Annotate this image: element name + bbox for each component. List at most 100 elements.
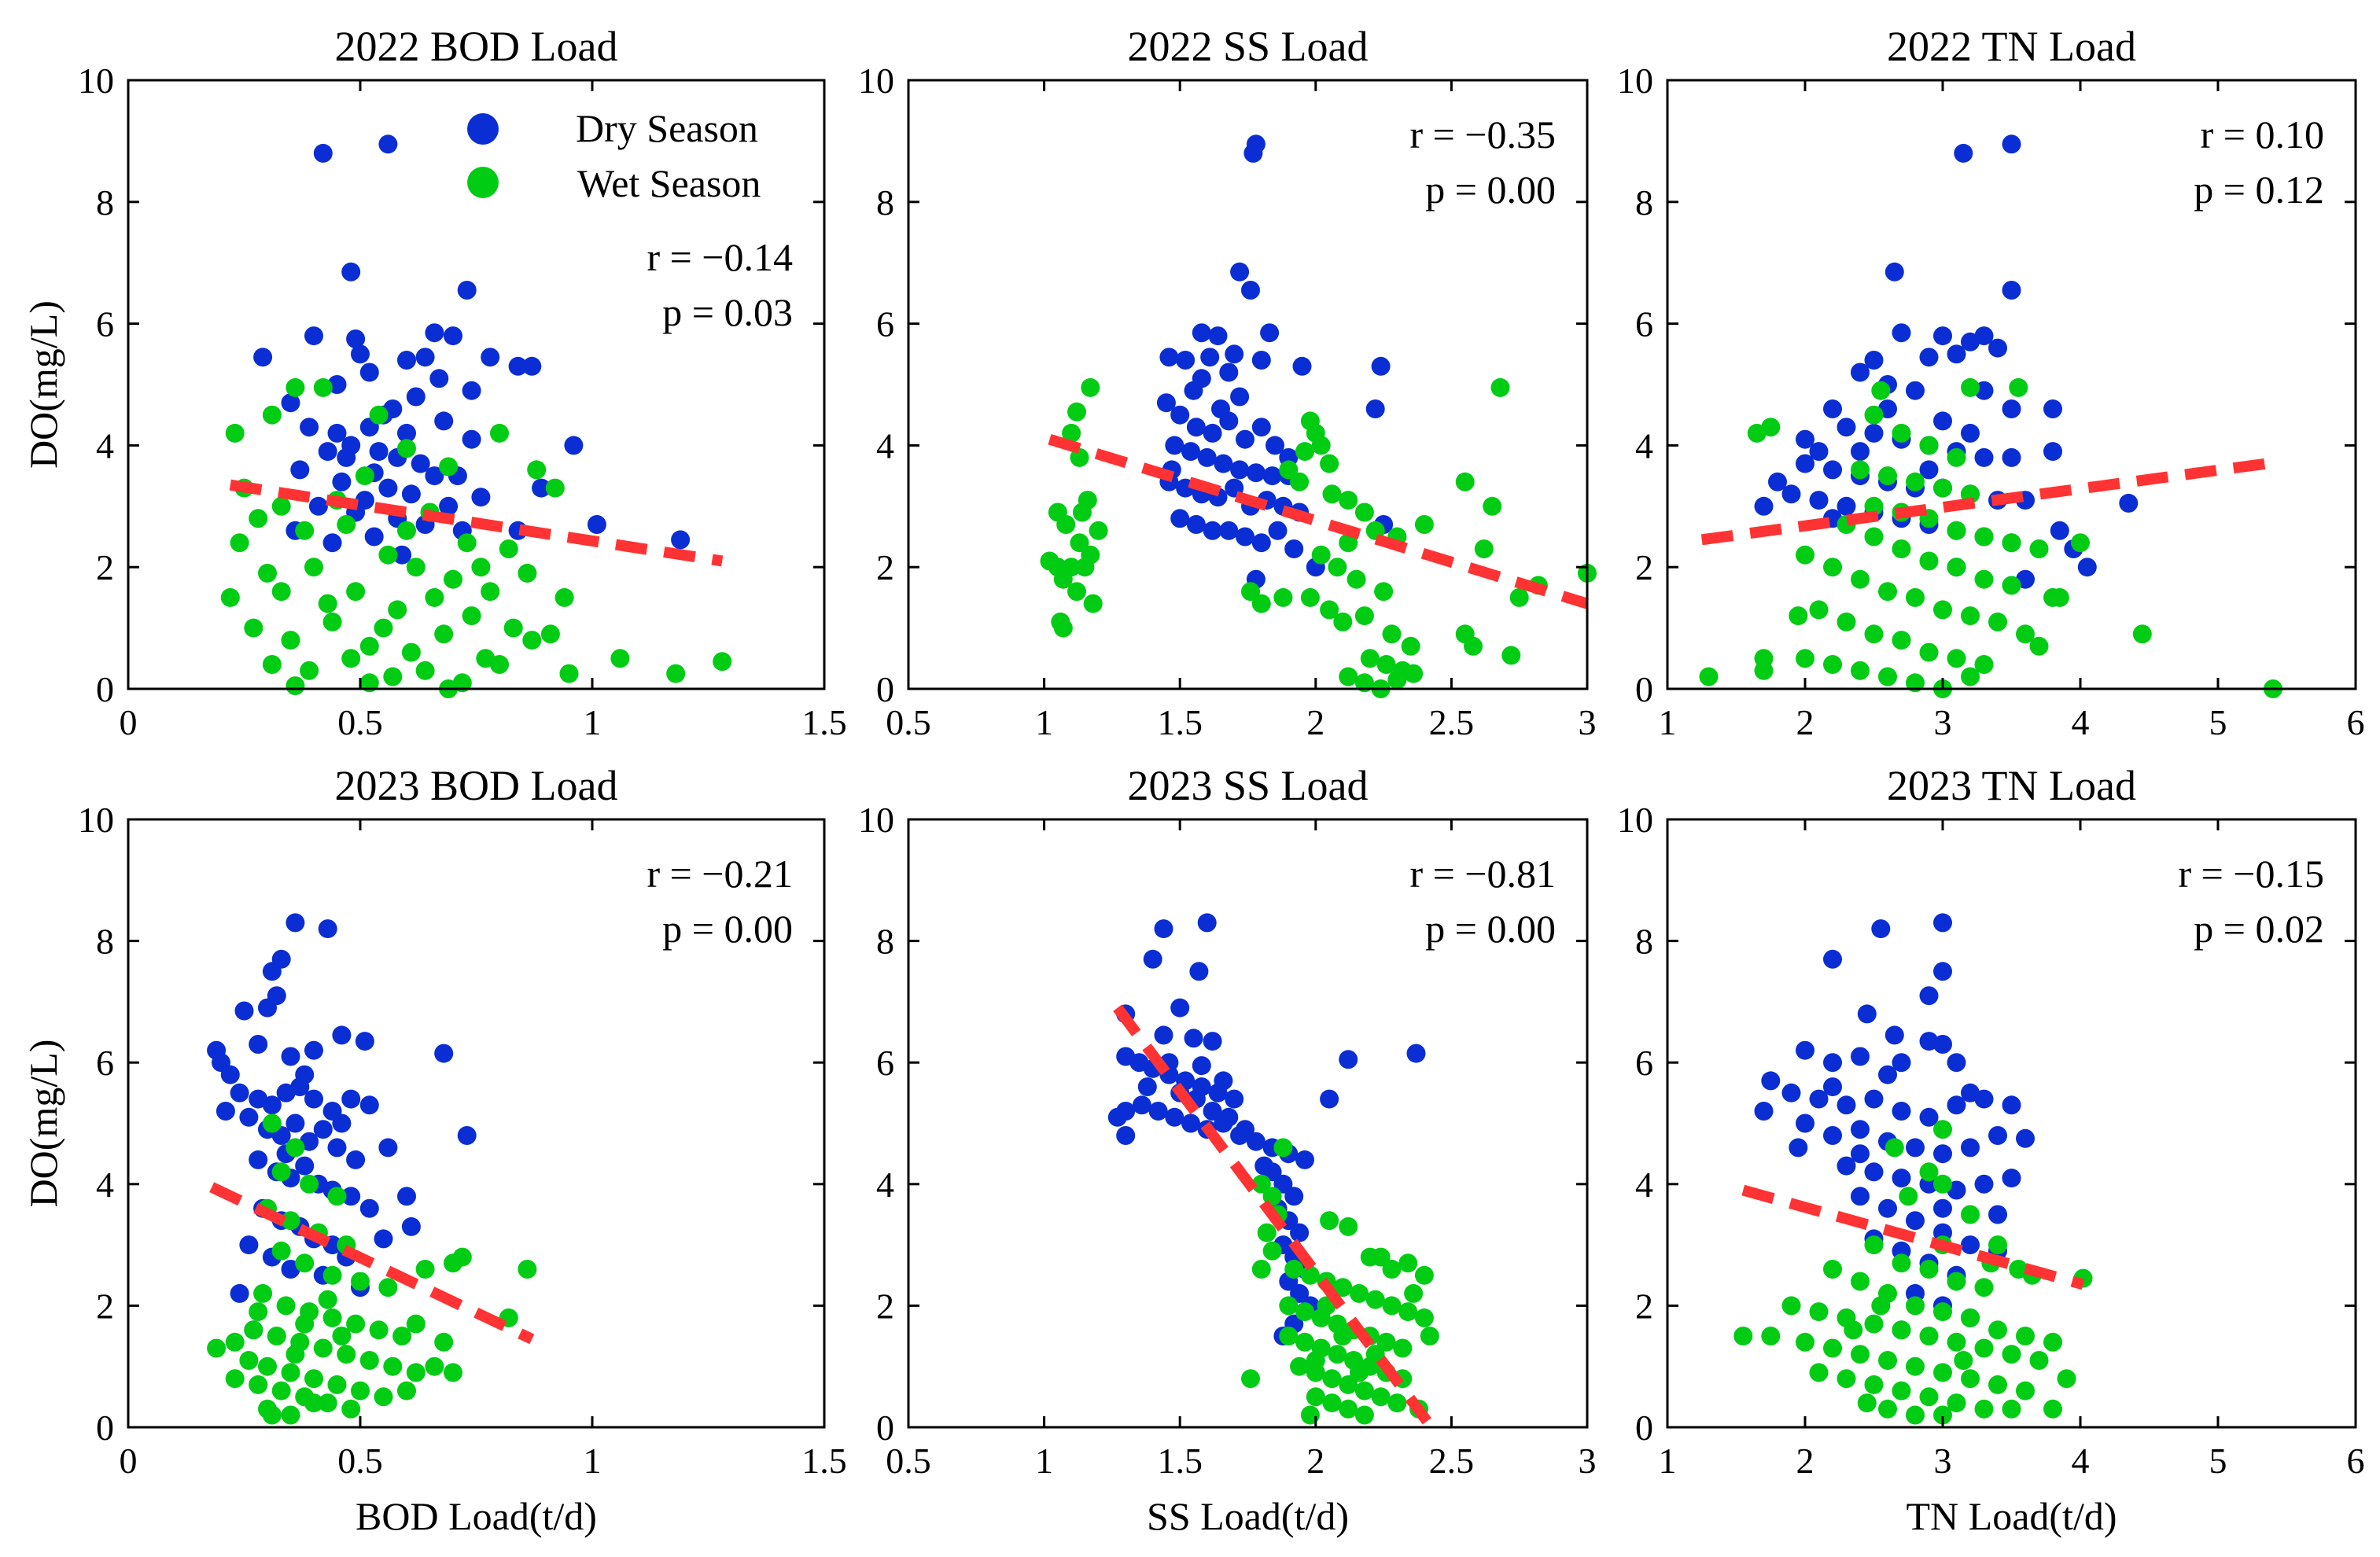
dry-season-point bbox=[239, 1235, 259, 1255]
wet-season-point bbox=[1851, 569, 1870, 589]
dry-season-point bbox=[425, 323, 444, 343]
dry-season-point bbox=[671, 530, 691, 550]
dry-season-point bbox=[1170, 998, 1190, 1018]
wet-season-point bbox=[2029, 636, 2049, 656]
dry-season-point bbox=[1892, 1169, 1911, 1188]
wet-season-point bbox=[1864, 496, 1884, 516]
dry-season-point bbox=[1159, 348, 1179, 367]
dry-season-point bbox=[1961, 332, 1980, 352]
dry-season-point bbox=[220, 1065, 240, 1084]
dry-season-point bbox=[1200, 348, 1220, 367]
wet-season-point bbox=[1333, 1327, 1353, 1345]
wet-season-point bbox=[1761, 418, 1781, 437]
wet-season-point bbox=[2057, 1369, 2076, 1389]
wet-season-point bbox=[1892, 1253, 1911, 1273]
wet-season-point bbox=[271, 1162, 291, 1182]
wet-season-point bbox=[220, 587, 240, 607]
dry-season-point bbox=[1236, 527, 1254, 547]
x-tick-label: 2 bbox=[1306, 702, 1324, 742]
wet-season-point bbox=[271, 582, 291, 602]
wet-season-point bbox=[1350, 1363, 1369, 1382]
dry-season-point bbox=[1165, 1107, 1184, 1127]
wet-season-point bbox=[1954, 1351, 1973, 1370]
dry-season-point bbox=[1143, 949, 1162, 969]
y-tick-label: 2 bbox=[876, 547, 894, 587]
x-axis-label: TN Load(t/d) bbox=[1907, 1494, 2117, 1538]
dry-season-point bbox=[1154, 919, 1173, 939]
wet-season-point bbox=[1933, 478, 1952, 498]
y-tick-label: 8 bbox=[1635, 182, 1653, 223]
wet-season-point bbox=[332, 1327, 352, 1345]
wet-season-point bbox=[444, 569, 462, 589]
dry-season-point bbox=[1947, 1053, 1966, 1073]
dry-season-point bbox=[1137, 1077, 1157, 1097]
wet-season-point bbox=[1919, 642, 1939, 662]
wet-season-point bbox=[559, 664, 579, 683]
wet-season-point bbox=[1851, 460, 1870, 480]
wet-season-point bbox=[1947, 1272, 1966, 1291]
wet-season-point bbox=[1414, 515, 1434, 534]
x-tick-label: 3 bbox=[1579, 702, 1597, 742]
chart-panel-6: 1 2 3 4 5 6 0 2 4 6 8 10 2023 TN Load TN Load(t/d) r =… bbox=[1617, 762, 2365, 1538]
dry-season-point bbox=[1284, 539, 1304, 558]
wet-season-point bbox=[1339, 667, 1358, 686]
wet-season-point bbox=[415, 1260, 435, 1279]
wet-season-point bbox=[1871, 381, 1891, 400]
dry-season-point bbox=[1961, 1235, 1980, 1255]
dry-season-point bbox=[1284, 1187, 1304, 1206]
wet-season-point bbox=[295, 521, 315, 540]
wet-season-point bbox=[271, 1241, 291, 1261]
dry-season-point bbox=[457, 1126, 477, 1145]
wet-season-point bbox=[1823, 655, 1842, 674]
dry-season-point bbox=[346, 329, 366, 348]
dry-season-point bbox=[300, 418, 319, 437]
dry-season-point bbox=[1919, 460, 1939, 480]
wet-season-point bbox=[1933, 1120, 1952, 1139]
wet-season-point bbox=[1284, 1260, 1304, 1279]
wet-season-point bbox=[1040, 551, 1059, 571]
y-tick-label: 8 bbox=[96, 922, 114, 962]
plot-frame bbox=[1666, 818, 2357, 1429]
wet-season-point bbox=[1056, 515, 1076, 534]
dry-season-point bbox=[1974, 1174, 1994, 1194]
wet-season-point bbox=[1354, 502, 1374, 522]
wet-season-point bbox=[337, 515, 356, 534]
wet-season-point bbox=[527, 460, 547, 480]
wet-season-point bbox=[1974, 1399, 1994, 1419]
wet-season-point bbox=[1360, 649, 1380, 668]
wet-season-point bbox=[1354, 1381, 1374, 1401]
wet-season-point bbox=[276, 1296, 296, 1316]
wet-season-point bbox=[2043, 1399, 2062, 1419]
x-tick-label: 5 bbox=[2209, 1441, 2227, 1481]
dry-season-point bbox=[1933, 1198, 1952, 1218]
wet-season-point bbox=[1974, 655, 1994, 674]
dry-season-point bbox=[1851, 363, 1870, 382]
wet-season-point bbox=[1906, 673, 1925, 693]
wet-season-point bbox=[318, 1393, 337, 1413]
x-tick-label: 5 bbox=[2209, 702, 2227, 742]
chart-title: 2022 BOD Load bbox=[335, 23, 618, 70]
dry-season-point bbox=[1796, 1113, 1814, 1133]
wet-season-point bbox=[1251, 1260, 1271, 1279]
wet-season-point bbox=[1878, 1399, 1897, 1419]
y-tick-label: 0 bbox=[876, 669, 894, 709]
dry-season-point bbox=[1181, 442, 1200, 462]
wet-season-point bbox=[2029, 1351, 2049, 1370]
wet-season-point bbox=[439, 457, 459, 477]
wet-season-point bbox=[1306, 1351, 1325, 1370]
dry-season-point bbox=[1988, 1126, 2007, 1145]
dry-season-point bbox=[415, 348, 435, 367]
y-tick-label: 2 bbox=[96, 547, 114, 587]
wet-season-point bbox=[434, 624, 454, 644]
dry-season-point bbox=[587, 515, 606, 534]
wet-season-point bbox=[425, 1356, 444, 1376]
wet-season-point bbox=[1339, 1375, 1358, 1394]
wet-season-point bbox=[1823, 1260, 1842, 1279]
wet-season-point bbox=[1387, 1393, 1407, 1413]
y-tick-label: 0 bbox=[1635, 669, 1653, 709]
dry-season-point bbox=[1864, 351, 1884, 370]
wet-season-point bbox=[713, 652, 732, 672]
dry-season-point bbox=[1823, 460, 1842, 480]
wet-season-point bbox=[1474, 539, 1494, 558]
